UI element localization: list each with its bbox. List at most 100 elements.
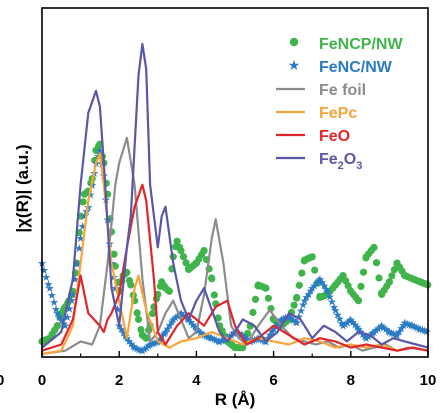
data-point: ★ <box>391 330 401 342</box>
data-point <box>357 282 365 290</box>
data-point: ★ <box>290 317 300 329</box>
series-line <box>41 183 429 352</box>
series-fencp-nw <box>38 140 432 352</box>
data-point <box>295 281 303 289</box>
data-point: ★ <box>387 328 397 340</box>
data-point: ★ <box>213 336 223 348</box>
data-point: ★ <box>309 281 319 293</box>
data-point: ★ <box>410 322 420 334</box>
data-point: ★ <box>182 313 192 325</box>
data-point: ★ <box>151 337 161 349</box>
data-point: ★ <box>335 314 345 326</box>
data-point: ★ <box>145 340 155 352</box>
data-point <box>385 278 393 286</box>
data-point: ★ <box>70 274 80 286</box>
data-point: ★ <box>116 324 126 336</box>
data-point: ★ <box>190 322 200 334</box>
data-point: ★ <box>142 342 152 354</box>
data-point: ★ <box>389 329 399 341</box>
data-point: ★ <box>140 344 150 356</box>
data-point <box>79 198 87 206</box>
x-tick-label: 8 <box>347 372 355 389</box>
data-point: ★ <box>203 332 213 344</box>
y-axis-title: |χ(R)| (a.u.) <box>13 144 32 232</box>
data-point: ★ <box>269 324 279 336</box>
data-point: ★ <box>371 325 381 337</box>
data-point <box>372 259 381 267</box>
data-point: ★ <box>330 305 340 317</box>
data-point: ★ <box>414 323 424 335</box>
data-point: ★ <box>186 317 196 329</box>
data-point: ★ <box>118 328 128 340</box>
data-point <box>149 309 157 318</box>
data-point <box>388 272 396 280</box>
x-tick-label: 0 <box>38 372 46 389</box>
data-point <box>293 293 301 302</box>
data-point: ★ <box>358 329 368 341</box>
data-point: ★ <box>275 316 285 328</box>
legend-item: Fe foil <box>276 82 366 99</box>
x-axis-title: R (Å) <box>215 390 256 409</box>
data-point: ★ <box>144 341 154 353</box>
data-point <box>375 274 383 282</box>
data-point: ★ <box>340 319 350 331</box>
series-fe2o3 <box>41 42 429 349</box>
data-point: ★ <box>300 296 310 308</box>
data-point: ★ <box>124 336 134 348</box>
data-point <box>127 281 135 289</box>
data-point <box>354 297 363 305</box>
data-point: ★ <box>381 324 391 336</box>
data-point: ★ <box>338 321 348 333</box>
data-point: ★ <box>361 333 371 345</box>
legend-label: FeNC/NW <box>319 59 393 76</box>
data-point <box>134 315 143 323</box>
data-point: ★ <box>292 318 302 330</box>
data-point <box>53 322 62 330</box>
data-point: ★ <box>201 331 211 343</box>
data-point: ★ <box>329 302 339 314</box>
data-point: ★ <box>400 318 410 330</box>
data-point: ★ <box>43 279 53 291</box>
data-point: ★ <box>323 286 333 298</box>
data-point: ★ <box>134 344 144 356</box>
data-point: ★ <box>130 343 140 355</box>
legend-marker: ★ <box>288 57 301 73</box>
data-point: ★ <box>80 211 90 223</box>
data-point: ★ <box>368 328 378 340</box>
series-feo <box>41 183 429 352</box>
data-point <box>264 294 272 302</box>
data-point: ★ <box>176 308 186 320</box>
data-point <box>370 243 378 251</box>
data-point <box>311 266 319 274</box>
data-point: ★ <box>49 297 59 309</box>
data-point: ★ <box>57 315 67 327</box>
data-point: ★ <box>383 326 393 338</box>
data-point: ★ <box>311 278 321 290</box>
data-point: ★ <box>283 312 293 324</box>
data-point: ★ <box>196 327 206 339</box>
data-point: ★ <box>147 339 157 351</box>
data-point: ★ <box>211 335 221 347</box>
data-point: ★ <box>170 313 180 325</box>
data-point <box>251 295 260 303</box>
data-point: ★ <box>242 334 252 346</box>
data-point: ★ <box>217 336 227 348</box>
x-tick-label: 6 <box>269 372 277 389</box>
data-point: ★ <box>321 284 331 296</box>
data-point <box>208 275 216 283</box>
data-point: ★ <box>219 335 229 347</box>
data-point: ★ <box>304 289 314 301</box>
data-point: ★ <box>128 341 138 353</box>
data-point: ★ <box>302 292 312 304</box>
data-point: ★ <box>45 283 55 295</box>
data-point: ★ <box>126 338 136 350</box>
legend-label: Fe2O3 <box>319 151 362 172</box>
data-point: ★ <box>39 265 49 277</box>
data-point: ★ <box>165 320 175 332</box>
data-point: ★ <box>333 309 343 321</box>
data-point <box>137 326 145 334</box>
data-point <box>244 329 252 337</box>
x-tick-label: 4 <box>192 372 201 389</box>
data-point <box>142 334 150 342</box>
data-point: ★ <box>51 304 61 316</box>
